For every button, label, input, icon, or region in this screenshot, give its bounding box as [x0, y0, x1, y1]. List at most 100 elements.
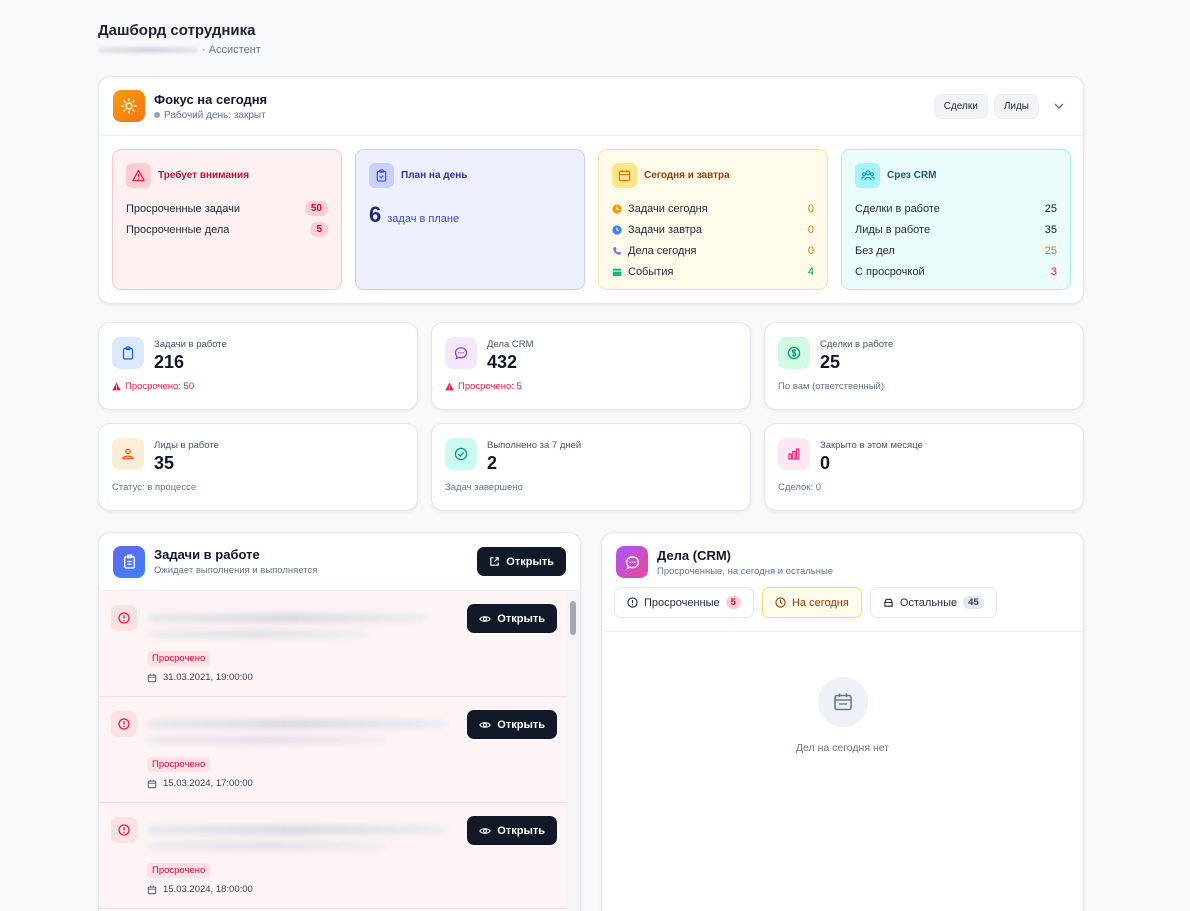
overdue-tasks-row[interactable]: Просроченные задачи 50	[126, 198, 328, 219]
stat-card[interactable]: Лиды в работе 35 Статус: в процессе	[98, 423, 418, 511]
tasks-panel: Задачи в работе Ожидает выполнения и вып…	[98, 532, 581, 911]
open-tasks-label: Открыть	[506, 555, 554, 568]
workday-status: Рабочий день: закрыт	[154, 110, 267, 121]
stat-card[interactable]: Закрыто в этом месяце 0 Сделок: 0	[764, 423, 1084, 511]
tasks-panel-subtitle: Ожидает выполнения и выполняется	[154, 565, 318, 576]
activities-panel: Дела (CRM) Просроченные, на сегодня и ос…	[601, 532, 1084, 911]
task-date-text: 31.03.2021, 19:00:00	[163, 672, 253, 683]
clock-icon	[775, 597, 786, 608]
row-label: Просроченные задачи	[126, 202, 241, 215]
crm-row[interactable]: Без дел 25	[855, 240, 1057, 261]
status-dot-icon	[154, 112, 160, 118]
eye-icon	[479, 827, 492, 834]
page-subtitle: · Ассистент	[98, 44, 1084, 56]
clipboard-icon	[112, 337, 144, 369]
stat-footnote: Задач завершено	[445, 482, 737, 493]
stat-value: 2	[487, 453, 498, 473]
tab-others[interactable]: Остальные 45	[869, 587, 997, 618]
calendar-icon	[147, 779, 157, 788]
open-task-button[interactable]: Открыть	[467, 710, 557, 739]
row-label: Задачи сегодня	[628, 202, 708, 215]
stat-card[interactable]: Дела CRM 432 Просрочено: 5	[431, 322, 751, 410]
alert-circle-icon	[111, 711, 137, 737]
alert-circle-icon	[111, 605, 137, 631]
today-row[interactable]: События 4	[612, 261, 814, 282]
phone-icon	[612, 246, 622, 256]
focus-card: Фокус на сегодня Рабочий день: закрыт Сд…	[98, 76, 1084, 304]
status-badge: Просрочено	[147, 651, 211, 666]
crm-slice-tile: Срез CRM Сделки в работе 25 Лиды в работе 3…	[841, 149, 1071, 290]
crm-row[interactable]: С просрочкой 3	[855, 261, 1057, 282]
bar-chart-icon	[778, 438, 810, 470]
overdue-activities-row[interactable]: Просроченные дела 5	[126, 219, 328, 240]
tab-overdue[interactable]: Просроченные 5	[614, 587, 754, 618]
crm-title: Срез CRM	[887, 170, 937, 181]
stat-card[interactable]: Сделки в работе 25 По вам (ответственный)	[764, 322, 1084, 410]
stat-label: Лиды в работе	[154, 440, 219, 451]
task-item[interactable]: Открыть Просрочено 15.03.2024, 18:00:00	[99, 803, 569, 909]
row-label: События	[628, 265, 674, 278]
tab-label: На сегодня	[791, 596, 849, 609]
task-list-scrollbar[interactable]	[567, 591, 580, 911]
scrollbar-thumb[interactable]	[570, 601, 576, 635]
row-value: 35	[1044, 223, 1057, 236]
today-row[interactable]: Задачи сегодня 0	[612, 198, 814, 219]
calendar-icon	[147, 885, 157, 894]
open-task-button[interactable]: Открыть	[467, 816, 557, 845]
count-badge: 5	[310, 222, 328, 237]
task-date: 15.03.2024, 18:00:00	[147, 884, 253, 895]
message-icon	[445, 337, 477, 369]
focus-header: Фокус на сегодня Рабочий день: закрыт Сд…	[99, 77, 1083, 136]
alert-circle-icon	[627, 597, 638, 608]
open-tasks-button[interactable]: Открыть	[477, 547, 566, 576]
open-task-label: Открыть	[497, 718, 545, 731]
plan-text: задач в плане	[387, 213, 460, 225]
task-date-text: 15.03.2024, 18:00:00	[163, 884, 253, 895]
warning-icon	[112, 382, 121, 391]
crm-row[interactable]: Лиды в работе 35	[855, 219, 1057, 240]
count-badge: 50	[304, 201, 328, 216]
stat-label: Закрыто в этом месяце	[820, 440, 923, 451]
row-label: Задачи завтра	[628, 223, 703, 236]
stat-value: 432	[487, 352, 518, 372]
tab-count-badge: 45	[963, 596, 984, 609]
leads-button[interactable]: Лиды	[993, 93, 1039, 119]
crm-row[interactable]: Сделки в работе 25	[855, 198, 1057, 219]
dashboard-page: Дашборд сотрудника · Ассистент Фокус на …	[98, 22, 1084, 911]
today-row[interactable]: Задачи завтра 0	[612, 219, 814, 240]
stat-value: 35	[154, 453, 175, 473]
deals-button[interactable]: Сделки	[933, 93, 988, 119]
task-date: 15.03.2024, 17:00:00	[147, 778, 253, 789]
today-row[interactable]: Дела сегодня 0	[612, 240, 814, 261]
chevron-down-icon[interactable]	[1049, 96, 1069, 116]
plan-tile[interactable]: План на день 6 задач в плане	[355, 149, 585, 290]
tab-today[interactable]: На сегодня	[761, 587, 862, 618]
focus-title: Фокус на сегодня	[154, 91, 268, 107]
calendar-icon	[818, 677, 868, 727]
stat-footnote: Статус: в процессе	[112, 482, 404, 493]
task-item[interactable]: Открыть Просрочено 31.03.2021, 19:00:00	[99, 591, 569, 697]
warning-icon	[445, 382, 454, 391]
task-list: Открыть Просрочено 31.03.2021, 19:00:00 …	[99, 591, 569, 911]
open-task-button[interactable]: Открыть	[467, 604, 557, 633]
status-badge: Просрочено	[147, 863, 211, 878]
attention-tile: Требует внимания Просроченные задачи 50 П…	[112, 149, 342, 290]
task-item[interactable]: Открыть Просрочено 15.03.2024, 17:00:00	[99, 697, 569, 803]
eye-icon	[479, 721, 492, 728]
stat-label: Задачи в работе	[154, 339, 227, 350]
row-value: 25	[1044, 244, 1057, 257]
tab-label: Просроченные	[644, 596, 720, 609]
row-label: Без дел	[855, 244, 895, 257]
row-value: 3	[1050, 265, 1057, 278]
stat-footnote: По вам (ответственный)	[778, 381, 1070, 392]
task-subtitle-redacted	[147, 629, 367, 639]
workday-status-text: Рабочий день: закрыт	[164, 109, 266, 121]
calendar-icon	[612, 267, 622, 277]
row-value: 0	[807, 244, 814, 257]
plan-count: 6	[369, 202, 382, 227]
stat-card[interactable]: Задачи в работе 216 Просрочено: 50	[98, 322, 418, 410]
check-circle-icon	[445, 438, 477, 470]
employee-name-redacted	[98, 47, 198, 53]
activities-panel-subtitle: Просроченные, на сегодня и остальные	[657, 565, 834, 577]
stat-card[interactable]: Выполнено за 7 дней 2 Задач завершено	[431, 423, 751, 511]
